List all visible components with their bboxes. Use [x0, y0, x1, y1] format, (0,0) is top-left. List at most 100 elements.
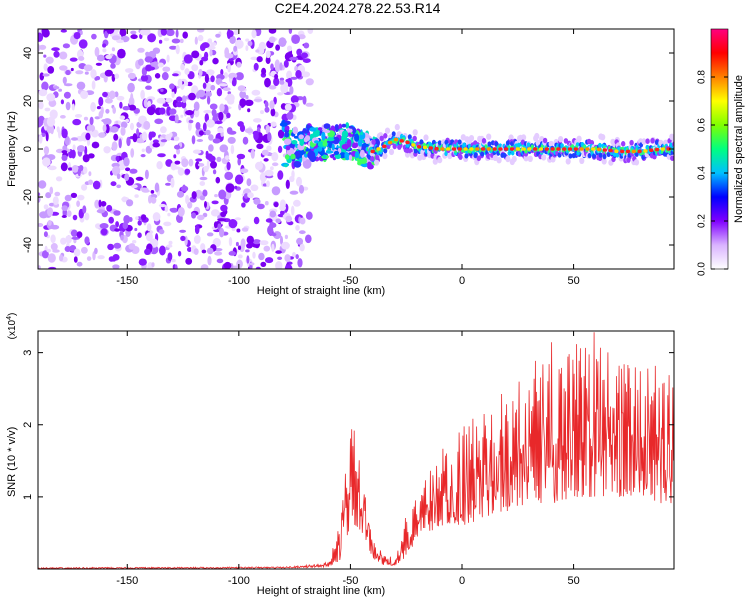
carrier-cell — [417, 154, 423, 161]
noise-cell — [176, 148, 181, 155]
noise-cell — [43, 54, 47, 58]
noise-cell — [246, 243, 253, 249]
noise-cell — [253, 216, 260, 225]
noise-cell — [184, 68, 190, 75]
carrier-cell — [487, 141, 492, 147]
noise-cell — [200, 43, 206, 52]
noise-cell — [43, 204, 49, 210]
carrier-peak — [469, 147, 474, 151]
noise-cell — [143, 120, 151, 130]
noise-cell — [96, 54, 105, 62]
noise-cell — [256, 143, 264, 150]
noise-cell — [265, 56, 271, 64]
noise-cell — [52, 196, 59, 206]
signal-cell — [321, 131, 326, 141]
noise-cell — [160, 139, 168, 143]
noise-cell — [107, 243, 114, 251]
carrier-cell — [568, 153, 573, 159]
noise-cell — [50, 234, 56, 244]
noise-cell — [100, 228, 108, 236]
noise-cell — [277, 92, 284, 96]
noise-cell — [212, 169, 217, 175]
carrier-cell — [521, 134, 527, 141]
carrier-cell — [481, 138, 487, 144]
noise-cell — [212, 57, 219, 65]
noise-cell — [104, 69, 113, 77]
noise-cell — [71, 149, 76, 159]
noise-cell — [135, 137, 145, 144]
carrier-cell — [645, 138, 650, 144]
noise-cell — [73, 31, 81, 40]
noise-cell — [53, 50, 60, 58]
noise-cell — [268, 36, 276, 43]
noise-cell — [123, 215, 131, 224]
noise-cell — [44, 107, 51, 112]
y-tick-label: 1 — [22, 494, 34, 500]
carrier-cell — [375, 154, 380, 161]
noise-cell — [114, 91, 119, 98]
noise-cell — [174, 114, 179, 124]
noise-cell — [138, 258, 147, 266]
noise-cell — [80, 90, 89, 99]
noise-cell — [145, 51, 150, 57]
noise-cell — [240, 238, 246, 249]
noise-cell — [106, 204, 113, 212]
noise-cell — [270, 108, 276, 117]
noise-cell — [191, 64, 199, 72]
noise-cell — [226, 161, 231, 171]
noise-cell — [213, 221, 218, 229]
carrier-cell — [629, 139, 634, 146]
noise-cell — [122, 221, 129, 230]
signal-cell — [284, 129, 288, 138]
noise-cell — [226, 29, 231, 40]
carrier-peak — [527, 147, 532, 151]
colorbar-tick-label: 0.8 — [697, 70, 708, 84]
carrier-cell — [505, 155, 511, 163]
noise-cell — [123, 157, 130, 167]
noise-cell — [76, 81, 86, 90]
carrier-cell — [392, 143, 397, 150]
noise-cell — [141, 148, 145, 153]
noise-cell — [252, 239, 261, 245]
x-tick-label: 0 — [459, 575, 465, 587]
noise-cell — [197, 89, 206, 98]
noise-cell — [145, 232, 153, 242]
noise-cell — [43, 146, 50, 155]
noise-cell — [198, 130, 204, 136]
noise-cell — [42, 29, 50, 38]
carrier-cell — [431, 139, 436, 145]
signal-cell — [367, 164, 374, 170]
noise-cell — [106, 29, 115, 35]
noise-cell — [83, 116, 89, 121]
noise-cell — [174, 264, 178, 269]
noise-cell — [73, 256, 78, 263]
noise-cell — [207, 255, 212, 266]
noise-cell — [156, 161, 163, 170]
noise-cell — [120, 234, 124, 241]
carrier-cell — [505, 140, 510, 146]
noise-cell — [271, 232, 277, 237]
carrier-cell — [383, 148, 388, 154]
noise-cell — [82, 205, 87, 214]
noise-cell — [167, 212, 171, 217]
noise-cell — [77, 168, 81, 177]
noise-cell — [296, 48, 303, 56]
noise-cell — [277, 256, 283, 260]
noise-cell — [214, 120, 223, 125]
noise-cell — [195, 161, 200, 170]
carrier-peak — [614, 149, 619, 153]
signal-cell — [322, 141, 328, 147]
noise-cell — [220, 211, 227, 217]
carrier-cell — [565, 158, 571, 165]
noise-cell — [130, 122, 134, 131]
noise-cell — [89, 116, 94, 126]
noise-cell — [269, 210, 277, 218]
carrier-cell — [364, 137, 370, 144]
noise-cell — [137, 220, 142, 226]
spectrogram-plot: -150 -100 -50 0 50 -40 -20 0 20 40 Height of strai… — [6, 28, 675, 297]
signal-cell — [341, 123, 347, 128]
noise-cell — [60, 115, 66, 119]
noise-cell — [136, 128, 140, 138]
noise-cell — [280, 235, 283, 246]
carrier-cell — [527, 155, 533, 162]
